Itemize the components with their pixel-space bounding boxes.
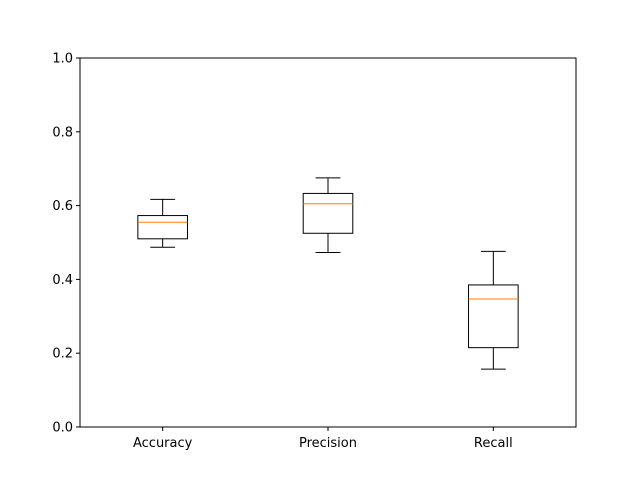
x-tick-label: Accuracy (133, 436, 193, 451)
y-tick-label: 0.0 (52, 421, 73, 436)
y-tick-label: 0.2 (52, 347, 73, 362)
iqr-box (137, 215, 188, 240)
y-tick-label: 0.6 (52, 199, 73, 214)
x-tick-label: Recall (474, 436, 513, 451)
iqr-box (468, 284, 519, 349)
box-accuracy (137, 198, 188, 248)
box-precision (302, 177, 354, 253)
boxes-layer (137, 177, 519, 370)
x-axis: Accuracy Precision Recall (133, 427, 513, 451)
x-tick-label: Precision (299, 436, 357, 451)
box-recall (468, 250, 519, 370)
y-tick-label: 0.8 (52, 125, 73, 140)
y-axis: 0.0 0.2 0.4 0.6 0.8 1.0 (52, 52, 80, 436)
iqr-box (302, 192, 354, 234)
y-tick-label: 1.0 (52, 52, 73, 67)
y-tick-label: 0.4 (52, 273, 73, 288)
